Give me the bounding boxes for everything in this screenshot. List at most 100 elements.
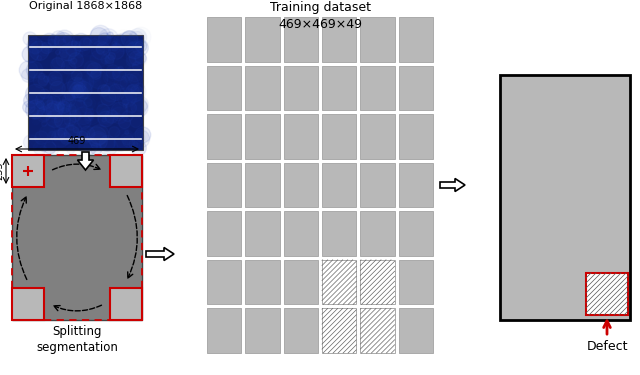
Circle shape xyxy=(114,113,122,121)
Bar xyxy=(360,260,395,305)
Circle shape xyxy=(97,144,100,148)
Bar xyxy=(245,66,280,110)
Circle shape xyxy=(97,110,111,124)
Circle shape xyxy=(135,127,151,143)
Circle shape xyxy=(46,111,63,128)
Bar xyxy=(399,66,433,110)
Bar xyxy=(360,163,395,207)
Circle shape xyxy=(71,40,77,46)
Circle shape xyxy=(122,99,129,105)
Bar xyxy=(245,114,280,159)
Circle shape xyxy=(26,62,43,78)
Circle shape xyxy=(111,102,127,118)
Circle shape xyxy=(52,118,56,123)
Circle shape xyxy=(56,51,72,67)
Circle shape xyxy=(49,131,56,138)
Circle shape xyxy=(90,134,108,150)
Circle shape xyxy=(42,33,58,50)
Circle shape xyxy=(90,132,108,150)
Circle shape xyxy=(132,130,150,148)
Circle shape xyxy=(129,73,141,86)
Circle shape xyxy=(109,127,120,138)
Circle shape xyxy=(104,36,118,51)
Circle shape xyxy=(63,36,71,43)
Circle shape xyxy=(87,127,106,146)
Bar xyxy=(207,260,241,305)
Bar xyxy=(322,211,356,256)
Circle shape xyxy=(51,75,56,81)
Circle shape xyxy=(90,50,108,68)
Circle shape xyxy=(22,101,35,113)
Circle shape xyxy=(113,42,120,49)
Circle shape xyxy=(51,90,66,105)
Bar xyxy=(322,308,356,353)
Circle shape xyxy=(24,135,38,150)
Circle shape xyxy=(48,35,60,46)
Circle shape xyxy=(70,58,77,64)
Circle shape xyxy=(26,100,44,119)
Circle shape xyxy=(118,117,131,129)
Circle shape xyxy=(128,85,135,92)
Circle shape xyxy=(121,133,133,145)
Circle shape xyxy=(79,96,86,103)
Bar xyxy=(284,114,318,159)
Circle shape xyxy=(105,110,118,123)
Bar xyxy=(399,308,433,353)
Circle shape xyxy=(87,63,102,77)
Circle shape xyxy=(79,38,92,50)
Circle shape xyxy=(54,117,60,123)
Circle shape xyxy=(99,69,104,73)
Circle shape xyxy=(90,125,109,144)
Circle shape xyxy=(83,38,91,46)
Circle shape xyxy=(60,104,68,112)
Circle shape xyxy=(51,129,70,147)
Circle shape xyxy=(38,75,48,86)
Circle shape xyxy=(54,33,72,51)
Circle shape xyxy=(66,104,76,114)
Circle shape xyxy=(107,32,113,38)
Bar xyxy=(399,211,433,256)
Circle shape xyxy=(76,131,88,142)
Circle shape xyxy=(37,106,51,121)
Circle shape xyxy=(112,45,118,51)
Bar xyxy=(245,308,280,353)
Bar xyxy=(360,17,395,62)
Bar xyxy=(399,163,433,207)
Bar xyxy=(322,163,356,207)
Circle shape xyxy=(67,93,76,101)
Circle shape xyxy=(125,130,129,135)
Circle shape xyxy=(87,68,101,82)
Circle shape xyxy=(96,42,109,55)
Circle shape xyxy=(118,66,124,72)
Circle shape xyxy=(129,140,138,148)
Circle shape xyxy=(73,84,83,94)
Bar xyxy=(322,114,356,159)
Circle shape xyxy=(125,84,143,102)
Bar xyxy=(284,66,318,110)
Circle shape xyxy=(19,61,38,80)
Circle shape xyxy=(88,115,93,120)
Circle shape xyxy=(99,33,111,45)
Circle shape xyxy=(76,100,84,108)
Circle shape xyxy=(132,39,148,56)
Circle shape xyxy=(46,101,63,118)
Circle shape xyxy=(44,76,50,82)
Circle shape xyxy=(90,28,108,46)
FancyArrow shape xyxy=(77,152,93,170)
Circle shape xyxy=(39,125,56,141)
Bar xyxy=(245,163,280,207)
Circle shape xyxy=(111,107,127,124)
Circle shape xyxy=(23,32,37,46)
Circle shape xyxy=(68,100,87,118)
Circle shape xyxy=(26,84,45,104)
Circle shape xyxy=(57,103,64,110)
Bar xyxy=(245,17,280,62)
Circle shape xyxy=(84,138,89,143)
Bar xyxy=(284,260,318,305)
Text: Training dataset
469×469×49: Training dataset 469×469×49 xyxy=(269,1,371,31)
Bar xyxy=(360,114,395,159)
Circle shape xyxy=(77,115,91,129)
Circle shape xyxy=(44,100,58,116)
Circle shape xyxy=(69,118,77,126)
Bar xyxy=(360,211,395,256)
